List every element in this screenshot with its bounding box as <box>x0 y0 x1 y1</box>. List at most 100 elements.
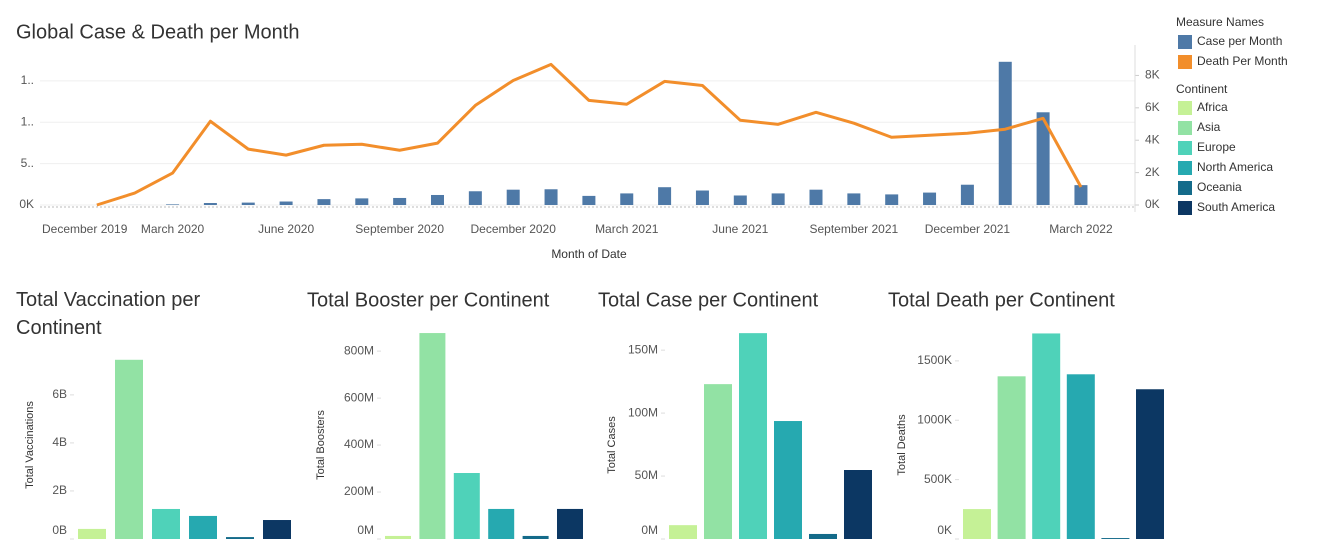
legend-swatch <box>1178 121 1192 135</box>
bar <box>544 189 558 205</box>
bar <box>557 508 583 539</box>
bar <box>203 203 217 205</box>
legend-swatch <box>1178 161 1192 175</box>
legend-label: South America <box>1197 200 1275 214</box>
bar <box>733 195 747 205</box>
y-tick-label: 150M <box>628 342 658 356</box>
y-axis-title: Total Cases <box>606 416 618 474</box>
bar <box>1036 112 1050 205</box>
y-tick-label: 1500K <box>917 353 952 367</box>
bar <box>468 191 482 205</box>
x-tick-label: June 2021 <box>712 222 768 236</box>
y2-tick-label: 4K <box>1145 132 1160 146</box>
bar <box>522 535 549 539</box>
y-axis-title: Total Vaccinations <box>24 401 36 489</box>
bar <box>844 470 872 539</box>
x-tick-label: December 2021 <box>925 222 1011 236</box>
x-tick-label: September 2021 <box>809 222 898 236</box>
y-axis-title: Total Boosters <box>315 410 327 480</box>
y-tick-label: 0B <box>52 523 67 537</box>
legend-swatch <box>1178 101 1192 115</box>
bar <box>1032 333 1061 539</box>
y-tick-label: 0K <box>937 523 952 537</box>
legend-swatch <box>1178 141 1192 155</box>
bar <box>189 515 217 539</box>
bar <box>152 508 180 539</box>
line <box>96 62 1083 207</box>
x-axis-title: Month of Date <box>551 247 627 261</box>
x-tick-label: June 2020 <box>258 222 314 236</box>
y-tick-label: 600M <box>344 390 374 404</box>
bar <box>658 187 672 205</box>
bar <box>1066 374 1095 539</box>
chart-title: Total Booster per Continent <box>307 289 550 311</box>
y-tick-label: 1.. <box>21 73 34 87</box>
y-tick-label: 4B <box>52 435 67 449</box>
x-tick-label: March 2022 <box>1049 222 1113 236</box>
bar <box>263 520 291 539</box>
bar <box>506 189 520 205</box>
legend-swatch <box>1178 35 1192 49</box>
bar <box>809 189 823 205</box>
bar <box>847 193 861 205</box>
x-tick-label: September 2020 <box>355 222 444 236</box>
y-axis-title: Total Deaths <box>896 414 908 476</box>
bar <box>279 201 293 205</box>
bar <box>431 194 444 205</box>
bar <box>704 384 732 539</box>
legend-swatch <box>1178 55 1192 69</box>
y2-tick-label: 8K <box>1145 68 1160 82</box>
y-tick-label: 100M <box>628 405 658 419</box>
y-tick-label: 500K <box>924 472 952 486</box>
bar <box>166 204 180 205</box>
bar <box>695 190 709 205</box>
legend-title: Measure Names <box>1176 15 1264 29</box>
bar <box>1101 538 1130 539</box>
bar <box>115 359 143 539</box>
y2-tick-label: 6K <box>1145 100 1160 114</box>
y-tick-label: 1.. <box>21 114 34 128</box>
y-tick-label: 6B <box>52 387 67 401</box>
bar <box>582 195 596 205</box>
bar <box>1074 185 1088 205</box>
legend-title: Continent <box>1176 82 1228 96</box>
bar <box>963 509 991 539</box>
bar <box>393 197 407 205</box>
bar <box>620 193 634 205</box>
bar <box>739 333 767 539</box>
y-tick-label: 1000K <box>917 412 952 426</box>
y-tick-label: 200M <box>344 484 374 498</box>
chart-title: Total Death per Continent <box>888 289 1115 311</box>
legend-label: North America <box>1197 160 1273 174</box>
y-tick-label: 800M <box>344 343 374 357</box>
y-tick-label: 0M <box>641 523 658 537</box>
bar <box>809 533 837 539</box>
x-tick-label: March 2020 <box>141 222 205 236</box>
y-tick-label: 50M <box>635 468 658 482</box>
bar <box>317 199 331 205</box>
y2-tick-label: 2K <box>1145 165 1160 179</box>
bar <box>774 421 802 539</box>
bar <box>419 333 446 539</box>
chart-title: Global Case & Death per Month <box>16 21 300 43</box>
chart-title: Total Vaccination per Continent <box>16 289 201 339</box>
y-tick-label: 5.. <box>21 156 34 170</box>
bar <box>385 535 411 539</box>
x-tick-label: March 2021 <box>595 222 659 236</box>
bar <box>453 473 480 539</box>
chart-title: Total Case per Continent <box>598 289 819 311</box>
legend-label: Case per Month <box>1197 34 1282 48</box>
bar <box>669 525 697 539</box>
bar <box>355 198 369 205</box>
bar <box>488 508 515 539</box>
bar <box>960 184 974 205</box>
bar <box>885 194 899 205</box>
legend-swatch <box>1178 181 1192 195</box>
legend-label: Europe <box>1197 140 1236 154</box>
y-tick-label: 0K <box>19 197 34 211</box>
legend-label: Africa <box>1197 100 1228 114</box>
bar <box>1136 389 1164 539</box>
y2-tick-label: 0K <box>1145 197 1160 211</box>
bar <box>226 537 254 539</box>
